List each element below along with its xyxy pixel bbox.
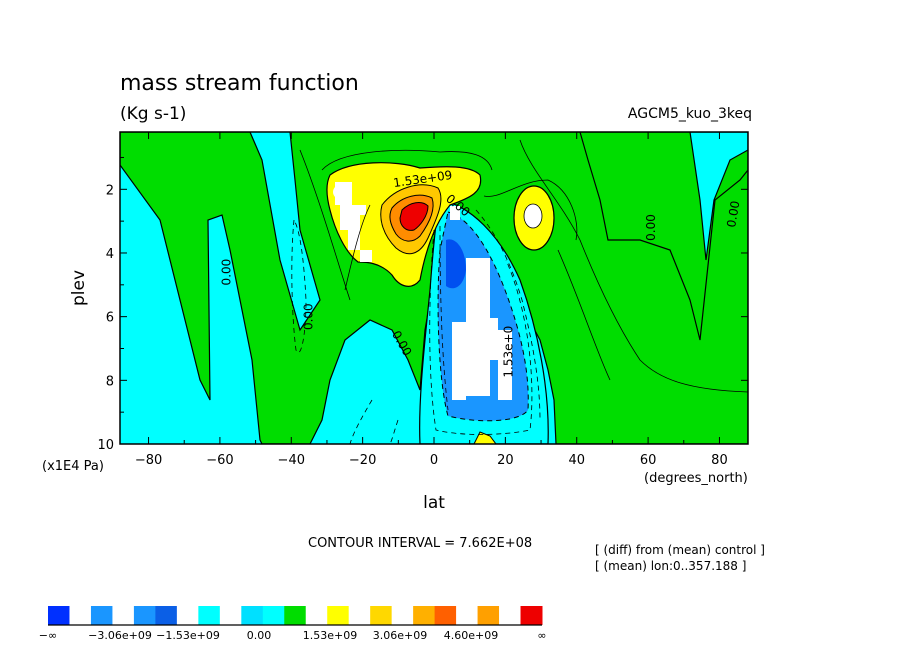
colorbar-swatch [69, 606, 92, 625]
x-axis-units: (degrees_north) [644, 471, 748, 486]
colorbar-swatch [348, 606, 371, 625]
dark-blue-core [446, 239, 466, 289]
colorbar-swatch [241, 606, 264, 625]
x-tick-label: −20 [349, 453, 376, 468]
note-mean: [ (mean) lon:0..357.188 ] [595, 559, 746, 573]
contour-line [483, 179, 578, 241]
red-core [399, 202, 429, 231]
chart-units: (Kg s-1) [120, 104, 186, 124]
contour-line [321, 149, 493, 171]
colorbar-swatch [112, 606, 135, 625]
white-oval-east [523, 203, 543, 229]
colorbar-swatch [90, 606, 113, 625]
contour-line [291, 218, 307, 353]
colorbar-swatch [305, 606, 328, 625]
x-tick-label: −40 [278, 453, 305, 468]
colorbar-label: 0.00 [247, 629, 272, 642]
y-tick-label: 10 [97, 438, 114, 453]
colorbar-label: −∞ [39, 629, 57, 642]
y-tick-label: 6 [106, 311, 114, 326]
colorbar-swatch [155, 606, 178, 625]
contour-line [439, 225, 449, 411]
colorbar [48, 606, 543, 626]
x-axis: −80 −60 −40 −20 0 20 40 60 80 [135, 132, 728, 468]
x-tick-label: 60 [640, 453, 657, 468]
contour-label: 0.00 [302, 303, 316, 330]
colorbar-swatch [133, 606, 156, 625]
colorbar-label: −1.53e+09 [156, 629, 220, 642]
colorbar-labels: −∞ −3.06e+09 −1.53e+09 0.00 1.53e+09 3.06e+09… [39, 629, 547, 642]
white-patch [452, 258, 512, 400]
positive-blob-bottom [473, 431, 497, 444]
contour-label: 0.00 [644, 214, 658, 241]
y-axis-label: plev [69, 270, 89, 306]
y-tick-label: 8 [106, 374, 114, 389]
colorbar-swatch [176, 606, 199, 625]
contour-line [557, 249, 611, 381]
y-axis: 2 4 6 8 10 [97, 156, 748, 453]
contour-line [519, 139, 748, 393]
contour-label: 0.00 [724, 200, 742, 229]
colorbar-swatch [391, 606, 414, 625]
colorbar-label: 1.53e+09 [303, 629, 357, 642]
colorbar-swatch [48, 606, 70, 625]
x-axis-label: lat [423, 493, 445, 513]
colorbar-swatch [219, 606, 242, 625]
colorbar-label: −3.06e+09 [88, 629, 152, 642]
contour-line [475, 209, 541, 421]
note-diff: [ (diff) from (mean) control ] [595, 543, 765, 557]
contour-line [349, 399, 373, 444]
contour-line [389, 419, 399, 444]
contour-line [299, 149, 351, 301]
chart-title: mass stream function [120, 71, 359, 96]
colorbar-swatch [262, 606, 285, 625]
y-axis-units: (x1E4 Pa) [42, 459, 104, 474]
colorbar-label: 4.60e+09 [444, 629, 498, 642]
colorbar-swatch [327, 606, 350, 625]
x-tick-label: −60 [206, 453, 233, 468]
colorbar-swatch [284, 606, 307, 625]
contour-interval: CONTOUR INTERVAL = 7.662E+08 [308, 536, 532, 551]
x-tick-label: 20 [497, 453, 514, 468]
contour-label: 0.00 [220, 259, 234, 286]
colorbar-swatch [456, 606, 479, 625]
dataset-label: AGCM5_kuo_3keq [628, 106, 752, 122]
y-tick-label: 2 [106, 183, 114, 198]
x-tick-label: −80 [135, 453, 162, 468]
white-oval-left [333, 184, 351, 200]
x-tick-label: 80 [711, 453, 728, 468]
colorbar-swatch [477, 606, 500, 625]
colorbar-label: 3.06e+09 [373, 629, 427, 642]
colorbar-swatch [413, 606, 436, 625]
colorbar-swatch [434, 606, 457, 625]
contour-lines [299, 139, 748, 393]
contour-line [344, 204, 371, 291]
colorbar-swatch [198, 606, 221, 625]
positive-region [120, 132, 748, 444]
colorbar-swatch [370, 606, 393, 625]
white-patch-positive [335, 182, 372, 262]
negative-column-right [689, 132, 748, 261]
contour-label: 1.53e+0 [502, 326, 516, 378]
y-tick-label: 4 [106, 247, 114, 262]
x-tick-label: 40 [568, 453, 585, 468]
x-tick-label: 0 [430, 453, 438, 468]
white-patch-top [450, 206, 460, 220]
negative-contour-lines [291, 209, 541, 444]
colorbar-swatch [499, 606, 522, 625]
colorbar-swatch [520, 606, 543, 625]
colorbar-label: ∞ [537, 629, 546, 642]
contour-line [429, 229, 533, 435]
plot-area: 1.53e+090.000.000.000.00 1.53e+00.00 0.00 [120, 132, 748, 444]
